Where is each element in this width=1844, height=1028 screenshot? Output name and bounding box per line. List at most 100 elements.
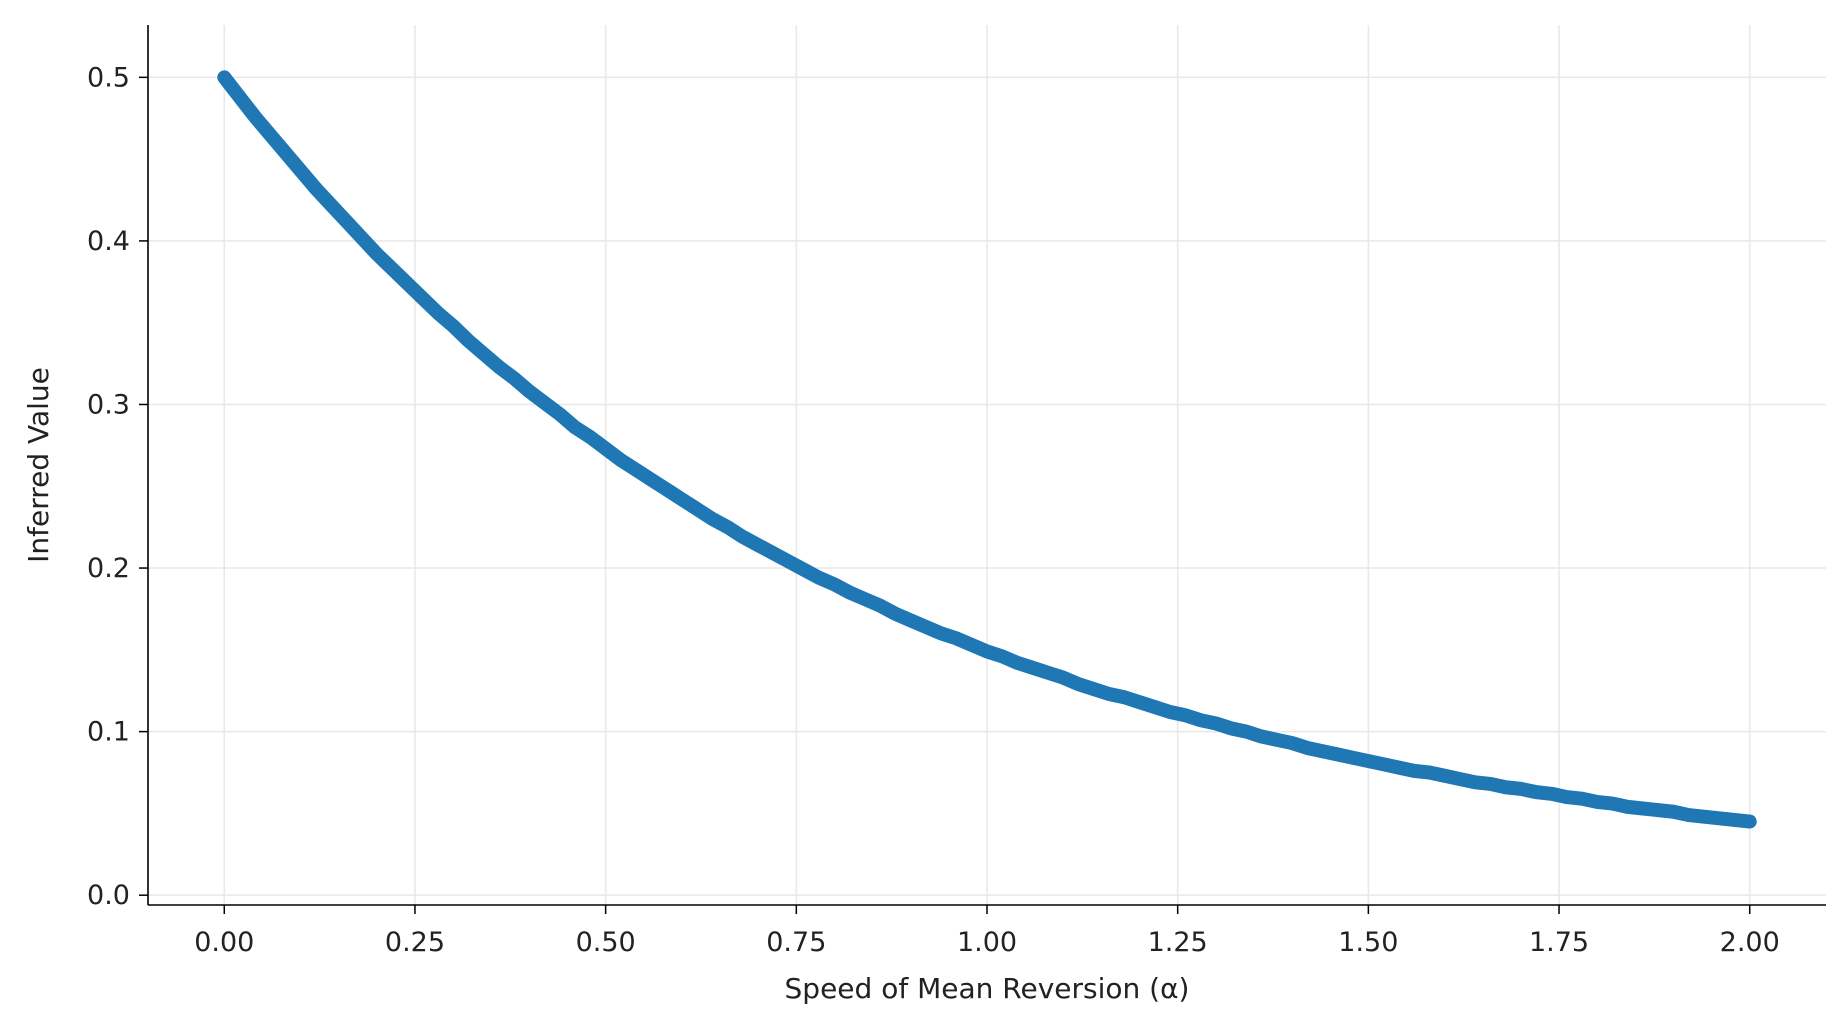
data-point [1164, 705, 1177, 718]
y-tick-label: 0.1 [87, 717, 130, 748]
data-point [279, 146, 292, 159]
data-point [736, 530, 749, 543]
data-point [1042, 666, 1055, 679]
data-point [767, 547, 780, 560]
data-point [431, 306, 444, 319]
data-point [508, 372, 521, 385]
x-tick-label: 2.00 [1720, 927, 1780, 958]
data-point [1575, 792, 1588, 805]
data-point [1301, 741, 1314, 754]
data-point [1209, 717, 1222, 730]
data-point [416, 292, 429, 305]
data-point [477, 347, 490, 360]
data-point [401, 277, 414, 290]
data-point [950, 632, 963, 645]
data-point [553, 408, 566, 421]
data-point [294, 164, 307, 177]
data-point [919, 620, 932, 633]
data-point [386, 262, 399, 275]
data-point [965, 638, 978, 651]
data-point [691, 503, 704, 516]
data-point [614, 454, 627, 467]
data-point [1148, 701, 1161, 714]
data-point [1133, 696, 1146, 709]
y-tick-label: 0.0 [87, 880, 130, 911]
data-point [797, 563, 810, 576]
data-point [1347, 751, 1360, 764]
data-point [981, 645, 993, 658]
data-points [217, 70, 1757, 829]
data-point [843, 586, 856, 599]
data-point [1118, 691, 1131, 704]
x-tick-label: 1.75 [1529, 927, 1589, 958]
data-point [1255, 730, 1268, 743]
y-tick-label: 0.3 [87, 389, 130, 420]
y-ticks: 0.0 0.1 0.2 0.3 0.4 0.5 [87, 62, 148, 911]
data-point [1331, 748, 1344, 761]
data-point [309, 182, 322, 195]
x-tick-label: 1.50 [1338, 927, 1398, 958]
data-point [1499, 781, 1512, 794]
data-point [248, 110, 261, 123]
data-point [1743, 815, 1756, 828]
data-point [1377, 758, 1390, 771]
y-tick-label: 0.2 [87, 553, 130, 584]
y-axis-label: Inferred Value [22, 367, 55, 563]
data-point [1682, 809, 1695, 822]
data-point [828, 578, 841, 591]
data-point [889, 607, 902, 620]
data-point [233, 90, 246, 103]
data-point [1484, 777, 1497, 790]
data-point [1270, 733, 1283, 746]
data-point [1560, 791, 1573, 804]
data-point [1514, 782, 1527, 795]
data-point [1423, 766, 1436, 779]
data-point [1591, 795, 1604, 808]
data-point [370, 247, 383, 260]
data-point [1697, 810, 1710, 823]
data-point [1530, 786, 1543, 799]
data-point [1728, 813, 1741, 826]
data-point [645, 473, 658, 486]
data-point [462, 334, 475, 347]
x-ticks: 0.00 0.25 0.50 0.75 1.00 1.25 1.50 1.75 2.00 [194, 905, 1780, 958]
data-point [599, 442, 612, 455]
data-point [874, 599, 887, 612]
data-point [1072, 678, 1085, 691]
data-point [523, 385, 536, 398]
data-point [630, 463, 643, 476]
data-point [660, 483, 673, 496]
data-point [721, 521, 734, 534]
data-point [1194, 714, 1207, 727]
data-point [584, 431, 597, 444]
data-point [1103, 687, 1116, 700]
data-point [1713, 812, 1726, 825]
data-point [447, 319, 460, 332]
data-point [782, 555, 795, 568]
data-point [1392, 761, 1405, 774]
data-point [325, 198, 338, 211]
data-point [813, 571, 826, 584]
data-point [1026, 661, 1039, 674]
data-point [1469, 776, 1482, 789]
x-tick-label: 0.75 [766, 927, 826, 958]
data-point [1606, 797, 1619, 810]
x-tick-label: 0.25 [385, 927, 445, 958]
data-point [1362, 755, 1375, 768]
x-tick-label: 0.50 [576, 927, 636, 958]
x-tick-label: 0.00 [194, 927, 254, 958]
x-tick-label: 1.00 [957, 927, 1017, 958]
y-tick-label: 0.4 [87, 226, 130, 257]
y-tick-label: 0.5 [87, 62, 130, 93]
data-point [538, 396, 551, 409]
data-point [1011, 656, 1024, 669]
x-tick-label: 1.25 [1148, 927, 1208, 958]
data-point [1225, 722, 1238, 735]
data-point [569, 421, 582, 434]
data-point [1652, 804, 1665, 817]
data-point [752, 539, 765, 552]
data-point [904, 614, 917, 627]
data-point [355, 231, 368, 244]
